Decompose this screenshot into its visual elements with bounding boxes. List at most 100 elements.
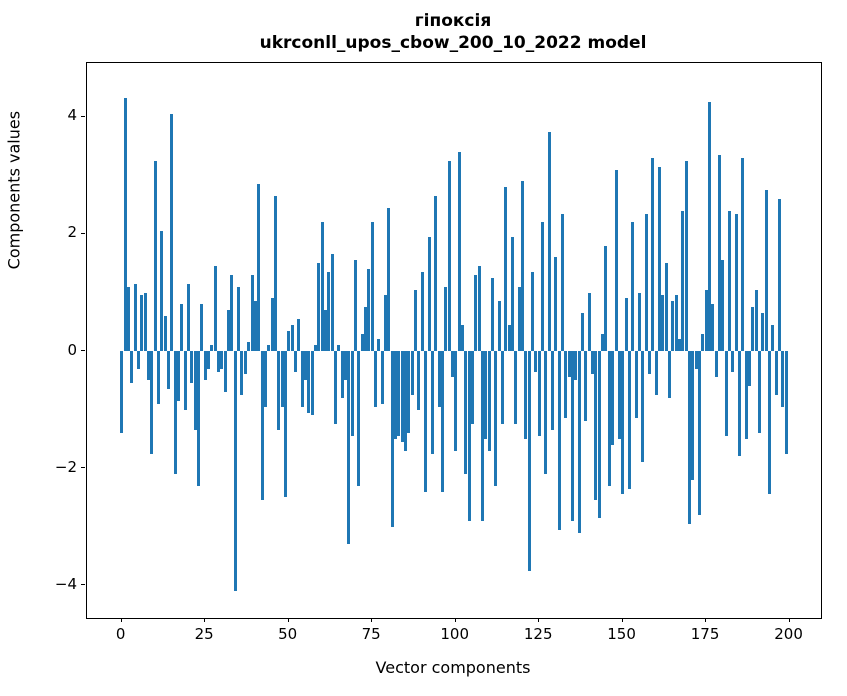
bar-170	[687, 351, 691, 524]
bar-86	[407, 351, 411, 433]
x-tick-label: 125	[523, 625, 553, 643]
bar-75	[370, 222, 374, 351]
chart-title-word: гіпоксія	[414, 11, 492, 31]
bar-13	[163, 315, 167, 351]
bar-58	[313, 345, 317, 352]
x-tick	[621, 618, 623, 622]
bar-136	[574, 351, 578, 381]
bar-178	[714, 351, 718, 378]
bar-51	[290, 324, 294, 351]
bar-122	[527, 351, 531, 571]
bar-21	[190, 351, 194, 384]
bar-174	[701, 333, 705, 352]
bar-9	[150, 351, 154, 454]
bar-134	[567, 351, 571, 378]
bar-10	[153, 160, 157, 352]
bar-181	[724, 351, 728, 436]
bar-49	[283, 351, 287, 498]
bar-91	[424, 351, 428, 492]
bar-103	[464, 351, 468, 474]
bar-144	[601, 333, 605, 352]
bar-54	[300, 351, 304, 407]
bar-12	[160, 231, 164, 351]
bar-106	[474, 274, 478, 351]
bar-145	[604, 245, 608, 352]
bar-176	[708, 102, 711, 351]
bar-104	[467, 351, 471, 521]
bar-126	[541, 222, 544, 351]
bar-169	[684, 160, 688, 352]
bar-85	[404, 351, 408, 451]
bar-141	[591, 351, 595, 375]
x-tick-label: 200	[774, 625, 803, 643]
bar-83	[397, 351, 401, 436]
x-tick	[287, 618, 289, 622]
bar-199	[784, 351, 788, 454]
bar-70	[354, 260, 357, 351]
bar-132	[561, 213, 564, 352]
bar-139	[584, 351, 588, 422]
bar-11	[157, 351, 160, 404]
bar-62	[327, 272, 331, 351]
y-tick	[81, 584, 85, 586]
bar-89	[417, 351, 421, 410]
bar-129	[551, 351, 554, 430]
bar-111	[490, 277, 494, 352]
y-tick	[81, 232, 85, 234]
bar-27	[210, 345, 214, 352]
bar-22	[193, 351, 197, 430]
bar-109	[484, 351, 488, 439]
bar-66	[340, 351, 344, 398]
bar-60	[320, 222, 324, 351]
bar-189	[751, 307, 755, 351]
bar-190	[754, 289, 758, 352]
x-tick	[538, 618, 540, 622]
bar-1	[123, 97, 127, 351]
bar-41	[257, 184, 261, 352]
plot-area	[86, 62, 822, 619]
bar-156	[641, 351, 645, 463]
bar-128	[547, 131, 551, 351]
bar-53	[297, 318, 301, 351]
y-tick-label: 0	[67, 340, 77, 359]
y-tick	[81, 467, 85, 469]
bar-80	[387, 207, 391, 351]
bar-61	[323, 310, 327, 352]
bar-14	[167, 351, 170, 390]
bar-123	[531, 272, 534, 351]
bar-168	[681, 210, 685, 351]
bar-185	[738, 351, 741, 457]
bar-131	[557, 351, 561, 530]
bar-148	[614, 169, 618, 352]
bar-142	[594, 351, 598, 501]
bar-171	[691, 351, 695, 480]
bar-25	[203, 351, 207, 381]
bar-30	[220, 351, 224, 369]
y-tick	[81, 350, 85, 351]
bar-125	[537, 351, 541, 436]
bar-99	[450, 351, 454, 378]
bar-37	[243, 351, 247, 375]
bar-88	[414, 289, 418, 352]
bar-143	[597, 351, 601, 518]
x-tick-label: 150	[607, 625, 636, 643]
bar-47	[277, 351, 281, 430]
bar-93	[430, 351, 434, 454]
bar-15	[170, 113, 174, 351]
bar-124	[534, 351, 538, 372]
bar-197	[778, 198, 782, 351]
bar-82	[394, 351, 398, 439]
bar-121	[524, 351, 528, 439]
bar-159	[651, 157, 655, 351]
bar-162	[661, 295, 665, 351]
bar-166	[674, 295, 678, 351]
bar-4	[133, 283, 137, 351]
bar-153	[631, 222, 635, 351]
bar-94	[434, 195, 438, 351]
bar-59	[317, 263, 321, 351]
bar-50	[287, 330, 291, 351]
bar-7	[143, 292, 147, 351]
bar-195	[771, 324, 775, 351]
bar-74	[367, 269, 371, 352]
